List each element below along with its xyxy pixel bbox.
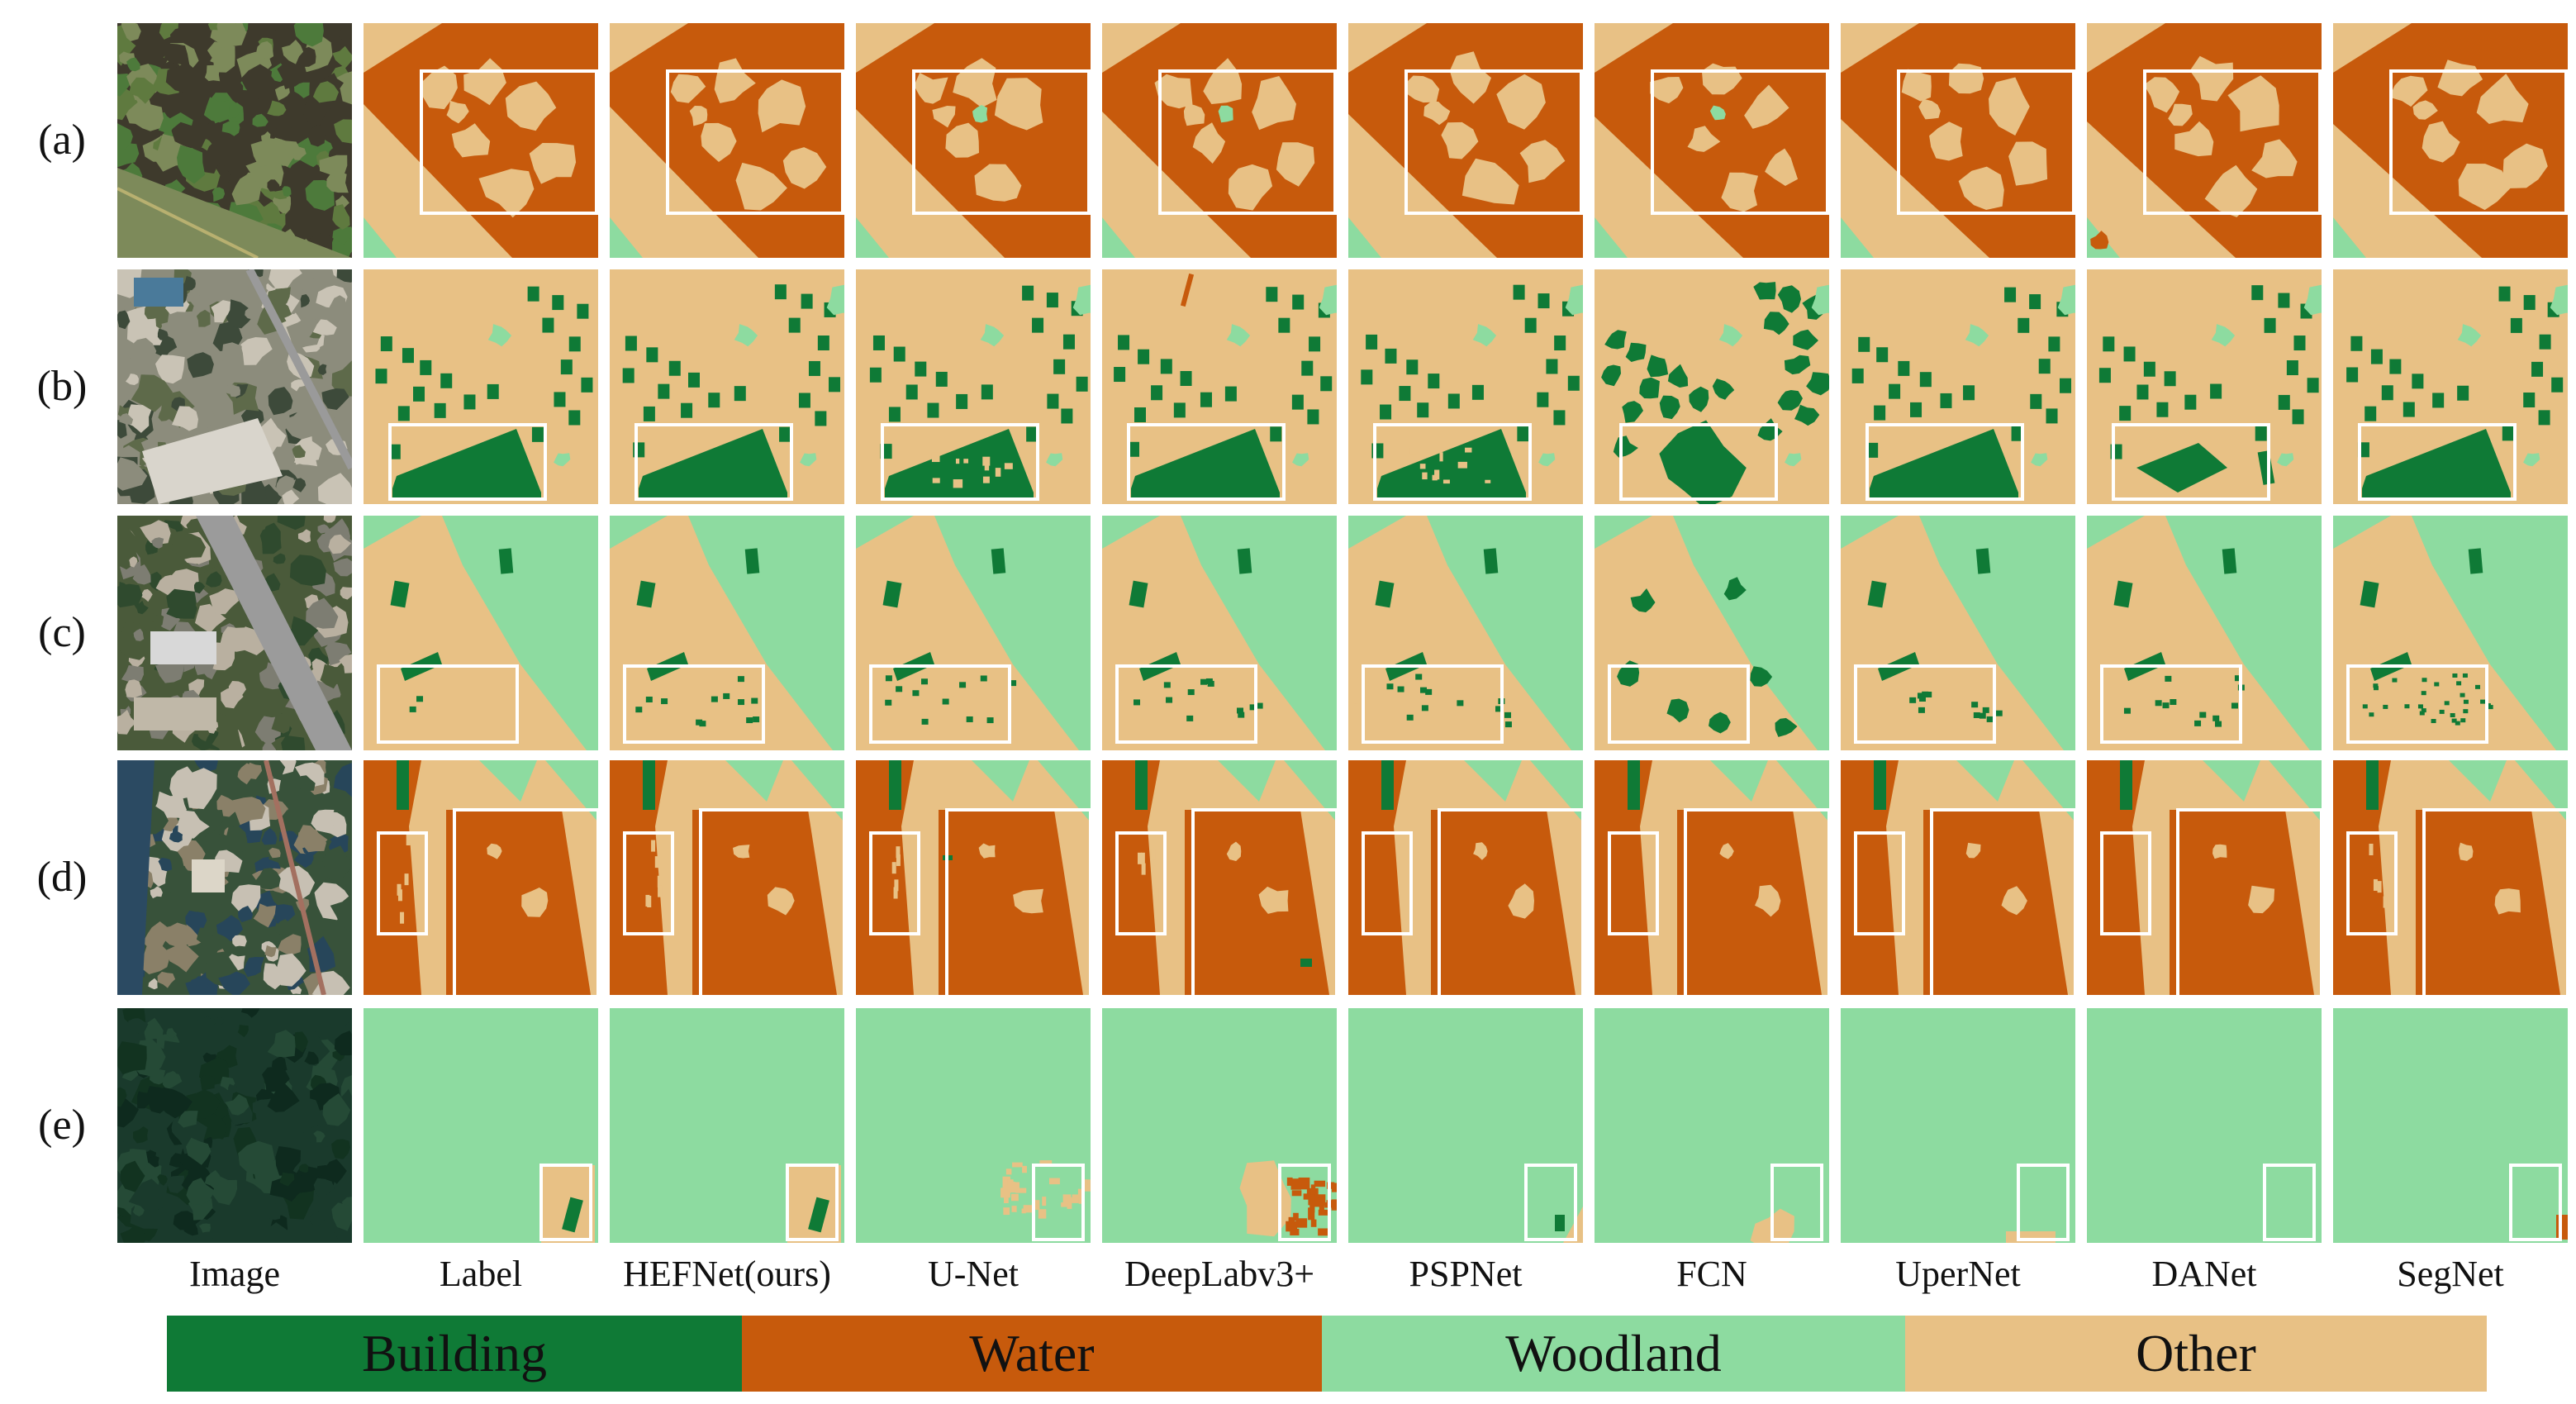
row-label: (d) xyxy=(36,854,88,901)
segmentation-map-tile xyxy=(2087,1008,2322,1243)
segmentation-map-tile xyxy=(2087,269,2322,504)
aerial-image-tile xyxy=(117,269,352,504)
segmentation-map-tile xyxy=(856,23,1091,258)
segmentation-map-tile xyxy=(1348,1008,1583,1243)
legend-item-other: Other xyxy=(1905,1316,2487,1392)
column-label: FCN xyxy=(1676,1254,1747,1294)
segmentation-map-tile xyxy=(1595,1008,1829,1243)
segmentation-map-tile xyxy=(2087,23,2322,258)
aerial-image-tile xyxy=(117,1008,352,1243)
legend-item-water: Water xyxy=(742,1316,1322,1392)
segmentation-map-tile xyxy=(1102,269,1337,504)
column-label: DeepLabv3+ xyxy=(1124,1254,1315,1294)
row-label: (c) xyxy=(38,609,86,656)
segmentation-map-tile xyxy=(2333,1008,2568,1243)
segmentation-map-tile xyxy=(2333,516,2568,750)
segmentation-map-tile xyxy=(1348,760,1583,995)
segmentation-map-tile xyxy=(364,23,598,258)
segmentation-map-tile xyxy=(856,760,1091,995)
column-label: HEFNet(ours) xyxy=(623,1254,831,1294)
segmentation-map-tile xyxy=(856,1008,1091,1243)
segmentation-map-tile xyxy=(610,23,844,258)
segmentation-map-tile xyxy=(364,516,598,750)
segmentation-map-tile xyxy=(1102,1008,1337,1243)
legend-item-woodland: Woodland xyxy=(1322,1316,1905,1392)
aerial-image-tile xyxy=(117,23,352,258)
segmentation-map-tile xyxy=(1348,516,1583,750)
segmentation-map-tile xyxy=(856,269,1091,504)
segmentation-map-tile xyxy=(364,760,598,995)
aerial-image-tile xyxy=(117,760,352,995)
segmentation-map-tile xyxy=(1595,760,1829,995)
segmentation-map-tile xyxy=(2087,516,2322,750)
column-label: Image xyxy=(189,1254,280,1294)
segmentation-map-tile xyxy=(610,269,844,504)
segmentation-map-tile xyxy=(1102,760,1337,995)
aerial-image-tile xyxy=(117,516,352,750)
segmentation-map-tile xyxy=(364,269,598,504)
segmentation-map-tile xyxy=(1841,1008,2075,1243)
column-label: SegNet xyxy=(2397,1254,2504,1294)
segmentation-map-tile xyxy=(1841,269,2075,504)
segmentation-map-tile xyxy=(1102,23,1337,258)
segmentation-map-tile xyxy=(2333,23,2568,258)
segmentation-map-tile xyxy=(2087,760,2322,995)
legend-item-building: Building xyxy=(167,1316,742,1392)
segmentation-map-tile xyxy=(610,1008,844,1243)
segmentation-map-tile xyxy=(1841,23,2075,258)
segmentation-map-tile xyxy=(1348,269,1583,504)
segmentation-map-tile xyxy=(610,516,844,750)
segmentation-map-tile xyxy=(2333,269,2568,504)
row-label: (e) xyxy=(38,1102,86,1149)
segmentation-map-tile xyxy=(1102,516,1337,750)
column-label: Label xyxy=(439,1254,523,1294)
row-label: (b) xyxy=(36,363,88,410)
row-label: (a) xyxy=(38,117,86,164)
segmentation-map-tile xyxy=(1841,516,2075,750)
legend-label: Building xyxy=(361,1324,548,1383)
segmentation-map-tile xyxy=(856,516,1091,750)
segmentation-map-tile xyxy=(1841,760,2075,995)
legend-label: Other xyxy=(2136,1324,2256,1383)
segmentation-map-tile xyxy=(364,1008,598,1243)
segmentation-map-tile xyxy=(2333,760,2568,995)
segmentation-map-tile xyxy=(610,760,844,995)
legend-label: Water xyxy=(969,1324,1095,1383)
column-label: U-Net xyxy=(928,1254,1019,1294)
segmentation-map-tile xyxy=(1595,23,1829,258)
column-label: PSPNet xyxy=(1409,1254,1523,1294)
segmentation-map-tile xyxy=(1595,269,1829,504)
segmentation-map-tile xyxy=(1595,516,1829,750)
column-label: DANet xyxy=(2151,1254,2257,1294)
segmentation-map-tile xyxy=(1348,23,1583,258)
column-label: UperNet xyxy=(1895,1254,2021,1294)
legend-label: Woodland xyxy=(1505,1324,1722,1383)
